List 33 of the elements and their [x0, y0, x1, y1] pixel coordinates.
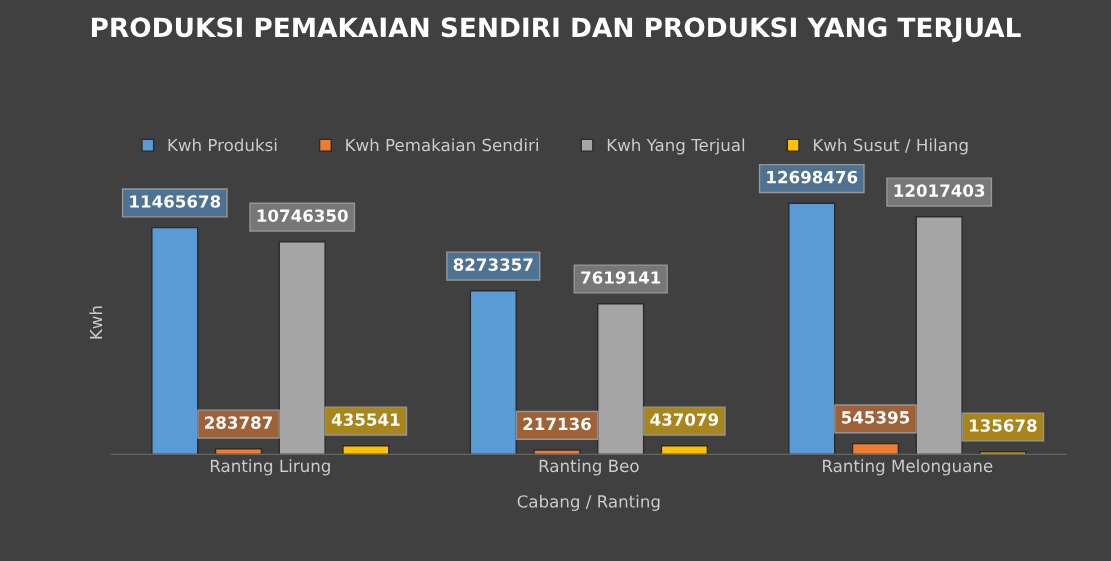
- data-label: 437079: [650, 413, 719, 426]
- legend-label: Kwh Pemakaian Sendiri: [346, 138, 538, 152]
- bar: [151, 226, 199, 455]
- data-label: 545395: [841, 411, 910, 424]
- data-label: 217136: [523, 417, 591, 431]
- chart-title: PRODUKSI PEMAKAIAN SENDIRI DAN PRODUKSI YANG TERJUAL: [91, 17, 1021, 43]
- data-label: 12698476: [767, 170, 858, 184]
- bar: [915, 216, 963, 455]
- bar: [660, 445, 709, 455]
- data-label: 11465678: [130, 195, 221, 208]
- bar: [788, 202, 836, 455]
- bar: [278, 241, 326, 455]
- x-tick-label: Ranting Lirung: [210, 459, 330, 476]
- legend-label: Kwh Produksi: [168, 138, 277, 152]
- bar: [469, 290, 517, 455]
- data-label: 435541: [331, 413, 400, 426]
- bar: [597, 303, 645, 455]
- data-label: 8273357: [453, 258, 533, 271]
- data-label: 135678: [969, 419, 1037, 432]
- legend-label: Kwh Susut / Hilang: [813, 138, 968, 155]
- data-label: 12017403: [894, 184, 985, 197]
- bar: [851, 442, 900, 455]
- bar: [214, 448, 263, 455]
- bar: [342, 445, 390, 455]
- bar: [533, 449, 581, 455]
- data-label: 283787: [205, 416, 272, 429]
- legend-label: Kwh Yang Terjual: [607, 138, 745, 155]
- data-label: 10746350: [257, 209, 348, 222]
- x-tick-label: Ranting Melonguane: [823, 459, 993, 476]
- data-label: 7619141: [581, 271, 661, 284]
- x-axis-title: Cabang / Ranting: [517, 494, 660, 511]
- y-axis-title: Kwh: [89, 306, 103, 339]
- x-tick-label: Ranting Beo: [539, 459, 639, 476]
